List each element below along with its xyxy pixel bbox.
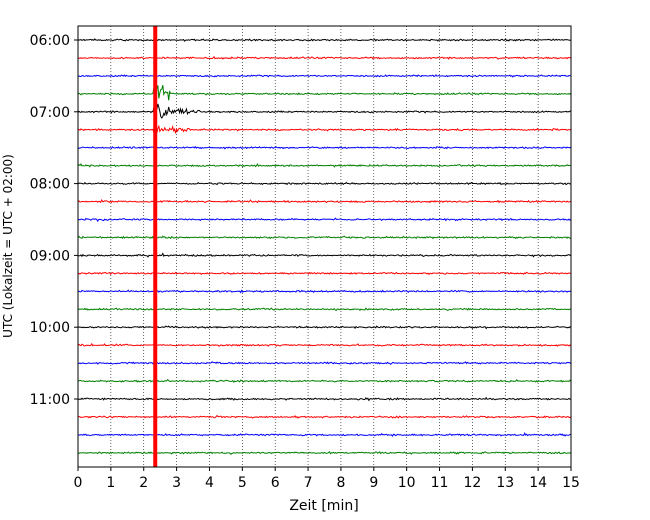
- x-tick-label: 4: [205, 475, 214, 491]
- y-tick-label: 06:00: [30, 33, 70, 49]
- trace-line: [77, 181, 572, 186]
- trace-line: [77, 360, 572, 365]
- plot-frame: [77, 25, 572, 468]
- x-tick-label: 11: [431, 475, 449, 491]
- x-tick-label: 12: [463, 475, 481, 491]
- y-axis-label: UTC (Lokalzeit = UTC + 02:00): [1, 154, 15, 338]
- event-layer: [153, 26, 158, 467]
- trace-line: [77, 252, 572, 258]
- x-tick-label: 7: [304, 475, 313, 491]
- trace-line: [77, 38, 572, 42]
- trace-line: [77, 55, 572, 60]
- trace-line: [77, 307, 572, 312]
- x-axis: 0 1 2 3 4 5 6 7 8 9 10 11 12 13 14 15: [74, 467, 580, 491]
- trace-line: [77, 103, 572, 119]
- event-marker: [153, 26, 158, 467]
- x-tick-label: 1: [106, 475, 115, 491]
- x-axis-label: Zeit [min]: [289, 498, 358, 514]
- y-tick-label: 10:00: [30, 320, 70, 336]
- trace-line: [77, 74, 572, 78]
- trace-line: [77, 342, 572, 347]
- trace-line: [77, 325, 572, 330]
- x-tick-label: 0: [74, 475, 83, 491]
- x-tick-label: 3: [172, 475, 181, 491]
- trace-line: [77, 289, 572, 294]
- trace-line: [77, 145, 572, 150]
- trace-line: [77, 451, 572, 456]
- trace-line: [77, 162, 572, 168]
- y-axis: 06:00 07:00 08:00 09:00 10:00 11:00: [30, 33, 78, 408]
- x-tick-label: 9: [369, 475, 378, 491]
- trace-line: [77, 235, 572, 240]
- x-tick-label: 15: [562, 475, 580, 491]
- x-tick-label: 6: [271, 475, 280, 491]
- y-tick-label: 09:00: [30, 248, 70, 264]
- trace-line: [77, 124, 572, 134]
- trace-line: [77, 271, 572, 276]
- y-tick-label: 07:00: [30, 105, 70, 121]
- x-tick-label: 2: [139, 475, 148, 491]
- x-tick-label: 8: [336, 475, 345, 491]
- trace-line: [77, 217, 572, 223]
- x-tick-label: 14: [529, 475, 547, 491]
- trace-line: [77, 198, 572, 204]
- y-tick-label: 11:00: [30, 392, 70, 408]
- trace-line: [77, 396, 571, 402]
- x-tick-label: 5: [238, 475, 247, 491]
- trace-line: [77, 431, 572, 437]
- x-tick-label: 10: [398, 475, 416, 491]
- trace-line: [77, 84, 572, 101]
- grid-layer: [110, 26, 539, 467]
- x-tick-label: 13: [496, 475, 514, 491]
- trace-line: [77, 378, 572, 383]
- trace-line: [77, 414, 572, 419]
- y-tick-label: 08:00: [30, 177, 70, 193]
- trace-layer: [77, 38, 572, 456]
